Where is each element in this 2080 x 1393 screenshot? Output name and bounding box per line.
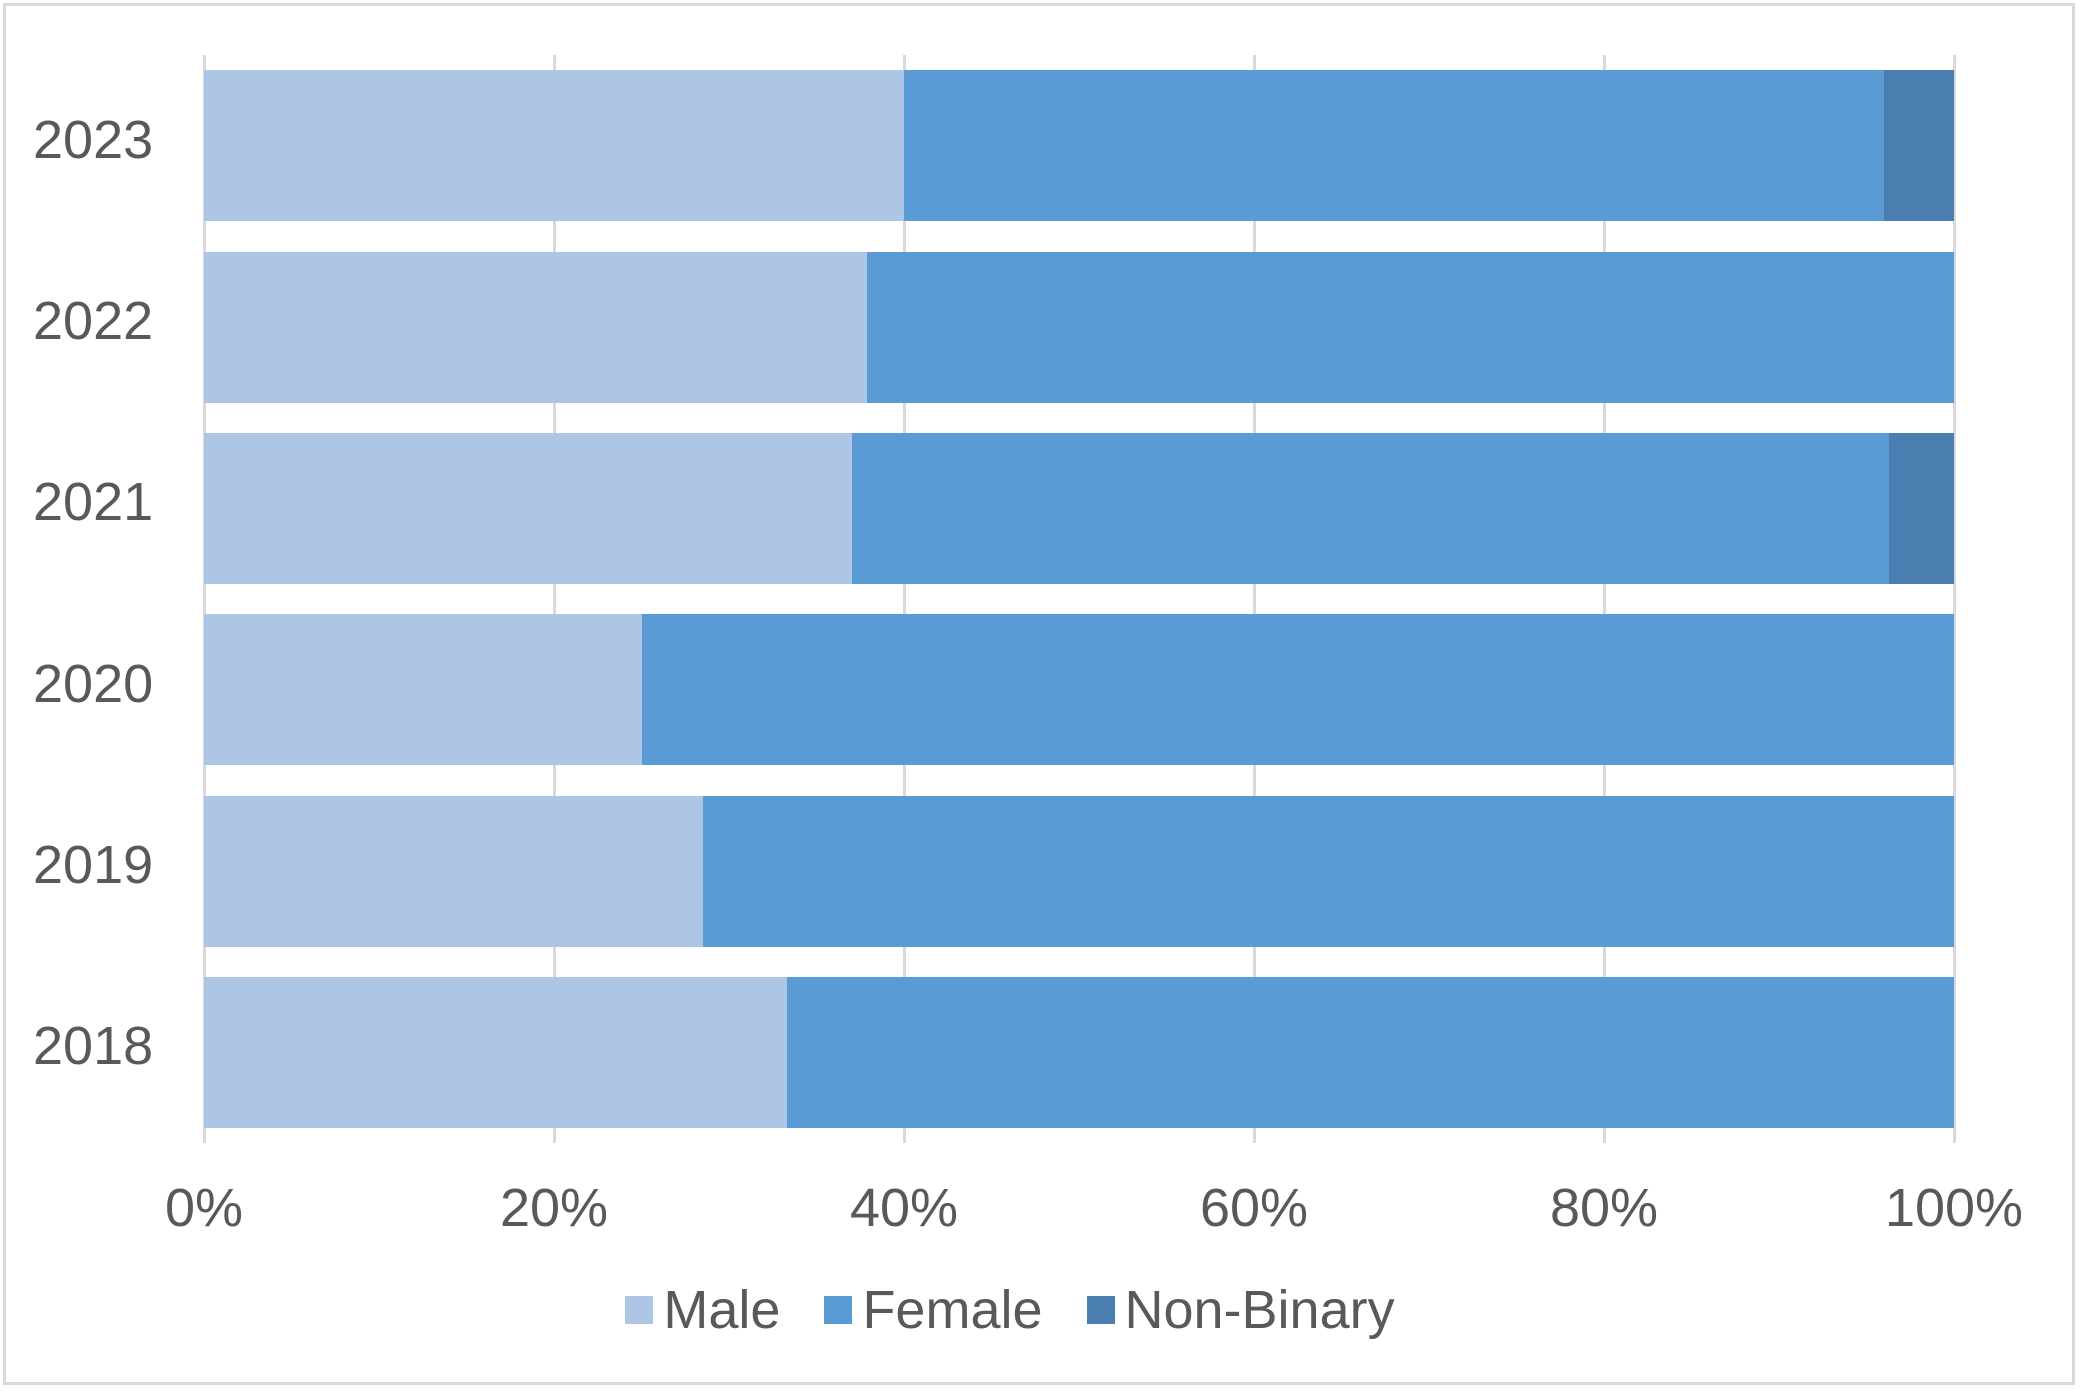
bar-2018 xyxy=(204,976,1954,1128)
x-axis-label: 20% xyxy=(499,1178,609,1238)
bar-2020 xyxy=(204,614,1954,766)
y-axis-label: 2020 xyxy=(33,653,154,714)
legend-item-female: Female xyxy=(824,1280,1043,1340)
x-axis-label: 80% xyxy=(1549,1178,1659,1238)
bar-segment-male xyxy=(204,251,868,403)
legend-label-female: Female xyxy=(862,1280,1043,1340)
bar-2022 xyxy=(204,251,1954,403)
bar-2019 xyxy=(204,795,1954,947)
bar-segment-male xyxy=(204,432,852,584)
y-axis-label: 2018 xyxy=(33,1016,154,1077)
legend-label-male: Male xyxy=(663,1280,781,1340)
gridline xyxy=(1603,55,1606,1143)
y-axis-label: 2019 xyxy=(33,835,154,895)
gridline xyxy=(1953,55,1956,1143)
gridline xyxy=(903,55,906,1143)
bar-2023 xyxy=(204,70,1954,222)
gridline xyxy=(1253,55,1256,1143)
legend-label-non-binary: Non-Binary xyxy=(1124,1280,1395,1340)
legend-swatch-non-binary xyxy=(1086,1296,1115,1324)
y-axis-label: 2023 xyxy=(33,109,154,170)
plot-area xyxy=(203,55,1956,1143)
bar-segment-female xyxy=(867,251,1954,403)
x-axis-label: 0% xyxy=(164,1178,244,1238)
legend-swatch-female xyxy=(824,1296,853,1324)
legend: Male Female Non-Binary xyxy=(0,1280,2080,1340)
legend-swatch-male xyxy=(625,1296,654,1324)
y-axis-label: 2022 xyxy=(33,291,154,351)
bar-segment-male xyxy=(204,614,642,766)
bar-2021 xyxy=(204,432,1954,584)
bar-segment-female xyxy=(851,432,1890,584)
bar-segment-female xyxy=(641,614,1954,766)
x-axis-label: 100% xyxy=(1884,1178,2024,1238)
bar-segment-male xyxy=(204,70,904,222)
bar-segment-non-binary xyxy=(1884,70,1954,222)
x-axis-label: 60% xyxy=(1199,1178,1309,1238)
bar-segment-female xyxy=(786,976,1954,1128)
legend-item-male: Male xyxy=(625,1280,780,1340)
bar-segment-non-binary xyxy=(1889,432,1954,584)
gridline xyxy=(203,55,206,1143)
y-axis-label: 2021 xyxy=(33,472,154,533)
bar-segment-male xyxy=(204,795,703,947)
bar-segment-male xyxy=(204,976,787,1128)
bar-segment-female xyxy=(702,795,1954,947)
bar-segment-female xyxy=(904,70,1884,222)
gridline xyxy=(553,55,556,1143)
x-axis-label: 40% xyxy=(849,1178,959,1238)
legend-item-non-binary: Non-Binary xyxy=(1086,1280,1395,1340)
